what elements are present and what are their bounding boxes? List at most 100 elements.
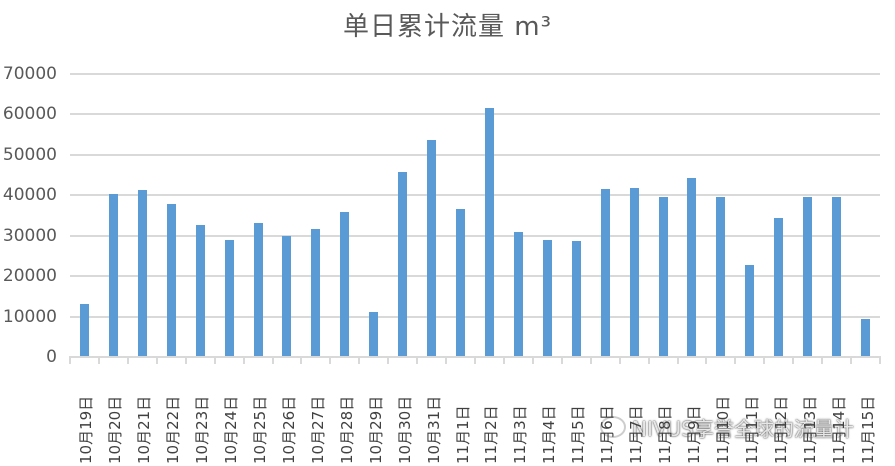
x-tick-label: 11月6日 bbox=[596, 368, 616, 464]
x-tick-label-text: 10月30日 bbox=[395, 395, 414, 464]
gridline bbox=[70, 275, 880, 278]
x-tick-label-text: 10月28日 bbox=[337, 395, 356, 464]
bar bbox=[224, 240, 234, 357]
plot-area bbox=[70, 73, 880, 357]
x-tick-label: 10月26日 bbox=[278, 368, 298, 464]
x-tick-label-text: 10月22日 bbox=[164, 395, 183, 464]
x-tick-label: 10月22日 bbox=[162, 368, 182, 464]
x-tick-label-text: 11月10日 bbox=[713, 395, 732, 464]
x-tick-label: 11月5日 bbox=[567, 368, 587, 464]
x-tick-label: 11月2日 bbox=[480, 368, 500, 464]
gridline bbox=[70, 73, 880, 75]
x-tick-label-text: 11月1日 bbox=[453, 405, 472, 464]
x-tick-label-text: 11月7日 bbox=[627, 405, 646, 464]
watermark: NIVUS享誉全球的流量计 bbox=[600, 412, 854, 442]
bar bbox=[166, 204, 176, 357]
bar bbox=[745, 265, 755, 357]
x-tick-label: 11月12日 bbox=[770, 368, 790, 464]
gridline bbox=[70, 153, 880, 156]
x-tick-label: 10月29日 bbox=[365, 368, 385, 464]
x-tick-label: 10月24日 bbox=[220, 368, 240, 464]
bar bbox=[861, 319, 871, 357]
y-tick-label: 70000 bbox=[2, 64, 57, 84]
gridline bbox=[70, 113, 880, 116]
x-tick-label-text: 11月3日 bbox=[511, 405, 530, 464]
x-tick-label: 11月3日 bbox=[509, 368, 529, 464]
gridline bbox=[70, 194, 880, 197]
x-tick-label-text: 10月19日 bbox=[77, 395, 96, 464]
bar bbox=[195, 225, 205, 357]
x-tick-label: 10月20日 bbox=[104, 368, 124, 464]
x-tick-label: 11月8日 bbox=[654, 368, 674, 464]
bar bbox=[340, 212, 350, 357]
x-tick-mark bbox=[184, 356, 187, 364]
x-tick-label-text: 11月9日 bbox=[684, 405, 703, 464]
x-tick-label-text: 11月13日 bbox=[800, 395, 819, 464]
x-tick-mark bbox=[734, 356, 737, 364]
wechat-icon bbox=[600, 416, 626, 438]
x-tick-mark bbox=[589, 356, 592, 364]
x-tick-label: 10月23日 bbox=[191, 368, 211, 464]
gridline bbox=[70, 315, 880, 318]
x-tick-label: 11月11日 bbox=[741, 368, 761, 464]
y-tick-label: 30000 bbox=[2, 225, 57, 246]
x-tick-mark bbox=[126, 356, 129, 364]
x-tick-label: 11月7日 bbox=[625, 368, 645, 464]
x-tick-label-text: 11月15日 bbox=[858, 395, 877, 464]
x-tick-mark bbox=[850, 356, 853, 364]
x-tick-mark bbox=[213, 356, 216, 364]
bar bbox=[108, 194, 118, 357]
bar bbox=[456, 209, 466, 357]
bar bbox=[542, 240, 552, 357]
bar bbox=[803, 197, 813, 357]
y-tick-label: 40000 bbox=[2, 185, 57, 206]
bar bbox=[716, 197, 726, 357]
x-tick-mark bbox=[387, 356, 390, 364]
x-tick-mark bbox=[618, 356, 621, 364]
gridline bbox=[70, 234, 880, 237]
x-tick-label: 10月31日 bbox=[423, 368, 443, 464]
bar bbox=[600, 189, 610, 357]
x-tick-label-text: 10月23日 bbox=[193, 395, 212, 464]
x-tick-mark bbox=[502, 356, 505, 364]
bar bbox=[79, 304, 89, 357]
x-tick-label-text: 10月20日 bbox=[106, 395, 125, 464]
bar bbox=[369, 312, 379, 357]
x-tick-mark bbox=[792, 356, 795, 364]
bar bbox=[687, 178, 697, 357]
x-tick-label: 10月30日 bbox=[394, 368, 414, 464]
x-tick-mark bbox=[560, 356, 563, 364]
bar bbox=[629, 188, 639, 357]
x-tick-mark bbox=[69, 356, 71, 364]
x-tick-label: 10月25日 bbox=[249, 368, 269, 464]
x-tick-mark bbox=[155, 356, 158, 364]
bar bbox=[282, 236, 292, 357]
x-tick-label: 10月21日 bbox=[133, 368, 153, 464]
x-tick-label: 10月28日 bbox=[336, 368, 356, 464]
bar bbox=[253, 223, 263, 357]
x-tick-label-text: 10月25日 bbox=[251, 395, 270, 464]
x-tick-label-text: 11月8日 bbox=[656, 405, 675, 464]
x-tick-label-text: 10月26日 bbox=[279, 395, 298, 464]
x-tick-label-text: 11月12日 bbox=[771, 395, 790, 464]
x-tick-mark bbox=[647, 356, 650, 364]
x-tick-mark bbox=[416, 356, 419, 364]
x-tick-label-text: 11月11日 bbox=[742, 395, 761, 464]
x-tick-label: 11月14日 bbox=[828, 368, 848, 464]
y-tick-label: 20000 bbox=[2, 266, 57, 287]
x-tick-label: 10月19日 bbox=[75, 368, 95, 464]
x-tick-mark bbox=[474, 356, 476, 364]
bar bbox=[137, 190, 147, 357]
bar bbox=[484, 108, 494, 357]
x-tick-label: 11月15日 bbox=[857, 368, 877, 464]
x-tick-label: 11月4日 bbox=[538, 368, 558, 464]
x-tick-label-text: 10月31日 bbox=[424, 395, 443, 464]
x-tick-label-text: 10月24日 bbox=[222, 395, 241, 464]
x-tick-label-text: 10月27日 bbox=[308, 395, 327, 464]
x-tick-label-text: 10月29日 bbox=[366, 395, 385, 464]
bar bbox=[513, 232, 523, 357]
bar bbox=[398, 172, 408, 357]
x-tick-mark bbox=[705, 356, 708, 364]
x-tick-mark bbox=[300, 356, 303, 364]
x-tick-mark bbox=[676, 356, 679, 364]
